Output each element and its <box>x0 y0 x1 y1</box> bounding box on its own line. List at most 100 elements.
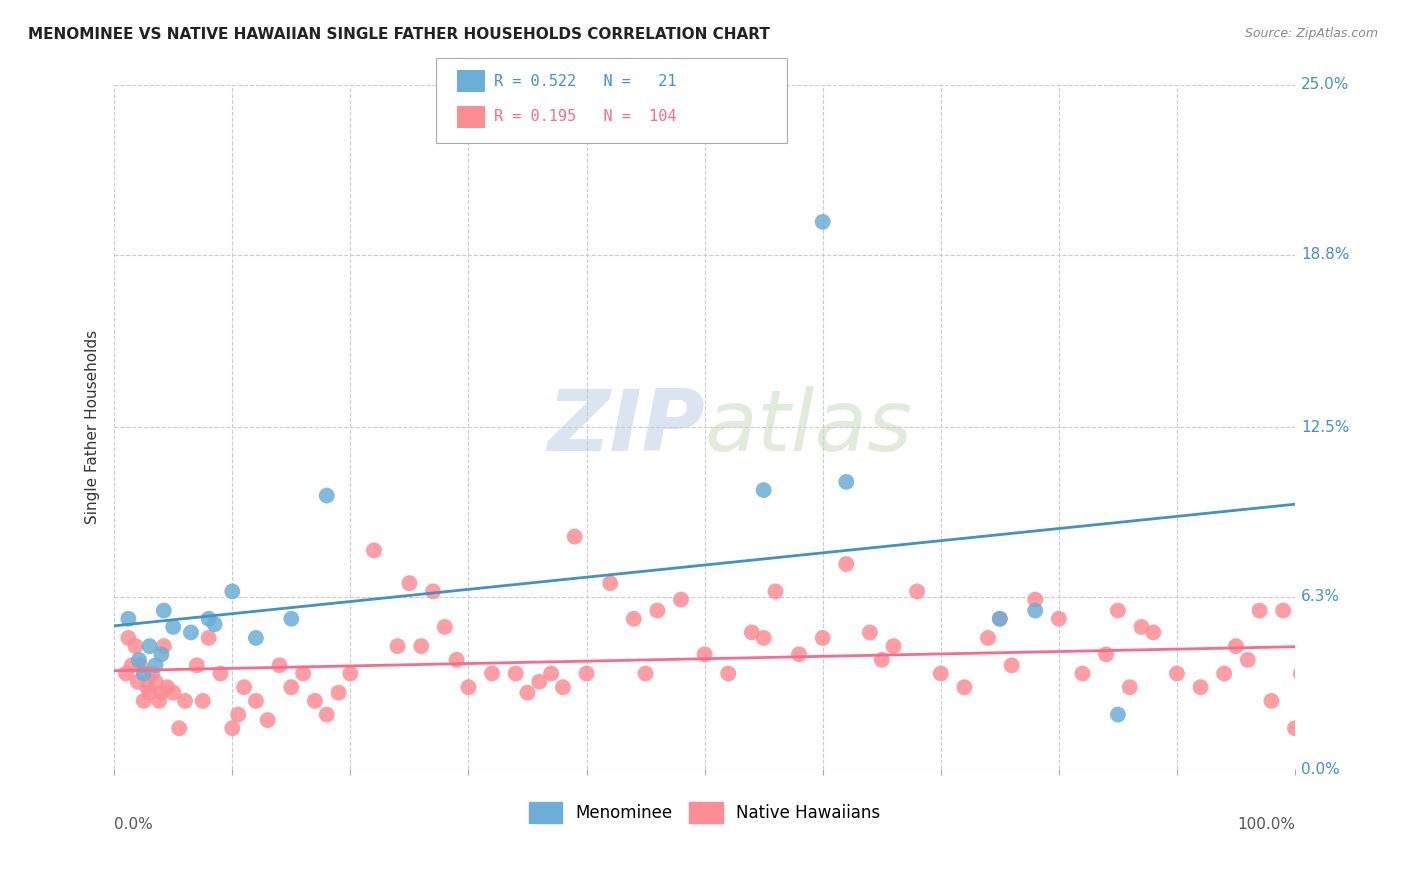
Point <box>870 653 893 667</box>
Point <box>256 713 278 727</box>
Point <box>540 666 562 681</box>
Point <box>117 612 139 626</box>
Point <box>315 489 337 503</box>
Point <box>564 530 586 544</box>
Point <box>292 666 315 681</box>
Point <box>150 648 173 662</box>
Point <box>422 584 444 599</box>
Point <box>1260 694 1282 708</box>
Point <box>221 584 243 599</box>
Point <box>186 658 208 673</box>
Point <box>136 680 159 694</box>
Point <box>280 612 302 626</box>
Point <box>835 475 858 489</box>
Point <box>1142 625 1164 640</box>
Point <box>1189 680 1212 694</box>
Point <box>1295 666 1317 681</box>
Point <box>1118 680 1140 694</box>
Point <box>315 707 337 722</box>
Point <box>226 707 249 722</box>
Point <box>121 658 143 673</box>
Point <box>138 639 160 653</box>
Point <box>811 631 834 645</box>
Point <box>1289 666 1312 681</box>
Point <box>167 721 190 735</box>
Point <box>245 631 267 645</box>
Point <box>717 666 740 681</box>
Point <box>1308 694 1330 708</box>
Point <box>1213 666 1236 681</box>
Point <box>1024 603 1046 617</box>
Point <box>977 631 1000 645</box>
Point <box>269 658 291 673</box>
Point <box>141 666 163 681</box>
Point <box>129 658 152 673</box>
Point <box>516 686 538 700</box>
Point <box>1095 648 1118 662</box>
Point <box>204 617 226 632</box>
Text: 6.3%: 6.3% <box>1301 590 1340 605</box>
Text: Source: ZipAtlas.com: Source: ZipAtlas.com <box>1244 27 1378 40</box>
Text: 100.0%: 100.0% <box>1237 817 1295 832</box>
Text: ZIP: ZIP <box>547 385 704 468</box>
Point <box>1331 707 1354 722</box>
Point <box>411 639 433 653</box>
Point <box>117 631 139 645</box>
Point <box>988 612 1011 626</box>
Point <box>1000 658 1022 673</box>
Point <box>752 631 775 645</box>
Point <box>1236 653 1258 667</box>
Point <box>953 680 976 694</box>
Text: 12.5%: 12.5% <box>1301 419 1350 434</box>
Point <box>1249 603 1271 617</box>
Point <box>787 648 810 662</box>
Legend: Menominee, Native Hawaiians: Menominee, Native Hawaiians <box>522 796 887 830</box>
Point <box>124 639 146 653</box>
Point <box>328 686 350 700</box>
Point <box>752 483 775 497</box>
Point <box>197 631 219 645</box>
Point <box>457 680 479 694</box>
Point <box>505 666 527 681</box>
Point <box>152 639 174 653</box>
Point <box>209 666 232 681</box>
Point <box>132 694 155 708</box>
Point <box>1225 639 1247 653</box>
Point <box>599 576 621 591</box>
Point <box>811 215 834 229</box>
Point <box>883 639 905 653</box>
Point <box>859 625 882 640</box>
Point <box>634 666 657 681</box>
Point <box>905 584 928 599</box>
Point <box>741 625 763 640</box>
Point <box>1319 680 1341 694</box>
Point <box>128 653 150 667</box>
Text: 18.8%: 18.8% <box>1301 247 1350 262</box>
Point <box>197 612 219 626</box>
Point <box>132 666 155 681</box>
Point <box>363 543 385 558</box>
Text: MENOMINEE VS NATIVE HAWAIIAN SINGLE FATHER HOUSEHOLDS CORRELATION CHART: MENOMINEE VS NATIVE HAWAIIAN SINGLE FATH… <box>28 27 770 42</box>
Text: atlas: atlas <box>704 385 912 468</box>
Point <box>551 680 574 694</box>
Point <box>145 674 167 689</box>
Point <box>162 686 184 700</box>
Point <box>148 694 170 708</box>
Point <box>929 666 952 681</box>
Text: 25.0%: 25.0% <box>1301 78 1350 93</box>
Point <box>1107 707 1129 722</box>
Point <box>623 612 645 626</box>
Point <box>152 603 174 617</box>
Point <box>1071 666 1094 681</box>
Point <box>174 694 197 708</box>
Point <box>693 648 716 662</box>
Text: R = 0.195   N =  104: R = 0.195 N = 104 <box>494 110 676 124</box>
Point <box>647 603 669 617</box>
Point <box>669 592 692 607</box>
Point <box>1272 603 1295 617</box>
Point <box>387 639 409 653</box>
Point <box>150 686 173 700</box>
Text: 0.0%: 0.0% <box>1301 762 1340 777</box>
Point <box>191 694 214 708</box>
Point <box>529 674 551 689</box>
